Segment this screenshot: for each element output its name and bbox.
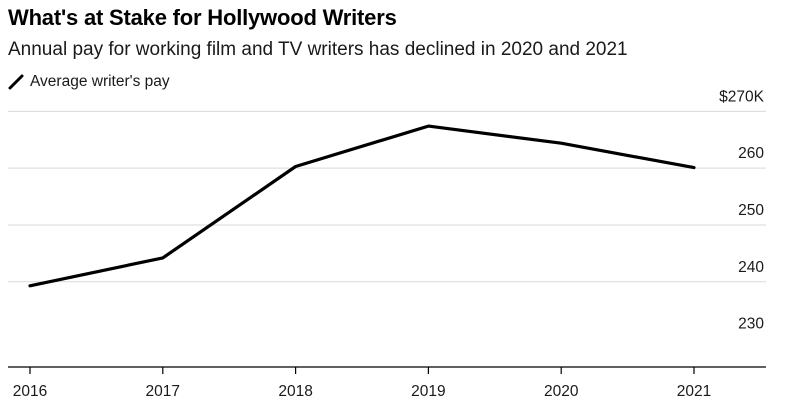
y-axis-labels: 230 240 250 260 $270K <box>719 88 764 332</box>
x-tick-label-2021: 2021 <box>677 383 711 400</box>
chart-subtitle: Annual pay for working film and TV write… <box>8 39 628 60</box>
gridlines <box>8 110 766 283</box>
y-tick-label-230: 230 <box>738 316 764 333</box>
chart-title: What's at Stake for Hollywood Writers <box>8 5 397 30</box>
legend-label: Average writer's pay <box>30 73 170 90</box>
y-tick-label-260: 260 <box>738 145 764 162</box>
y-tick-label-240: 240 <box>738 259 764 276</box>
y-tick-label-250: 250 <box>738 202 764 219</box>
series <box>28 124 696 288</box>
x-tick-label-2020: 2020 <box>544 383 579 400</box>
x-tick-label-2019: 2019 <box>411 383 445 400</box>
legend: Average writer's pay <box>8 73 170 91</box>
y-tick-label-270: $270K <box>719 88 764 105</box>
legend-line-icon <box>8 74 24 90</box>
x-tick-label-2016: 2016 <box>13 383 47 400</box>
x-tick-label-2017: 2017 <box>146 383 180 400</box>
series-line-average-writers-pay <box>28 124 696 288</box>
x-tick-label-2018: 2018 <box>278 383 312 400</box>
x-axis: 2016 2017 2018 2019 2020 2021 <box>8 366 766 400</box>
